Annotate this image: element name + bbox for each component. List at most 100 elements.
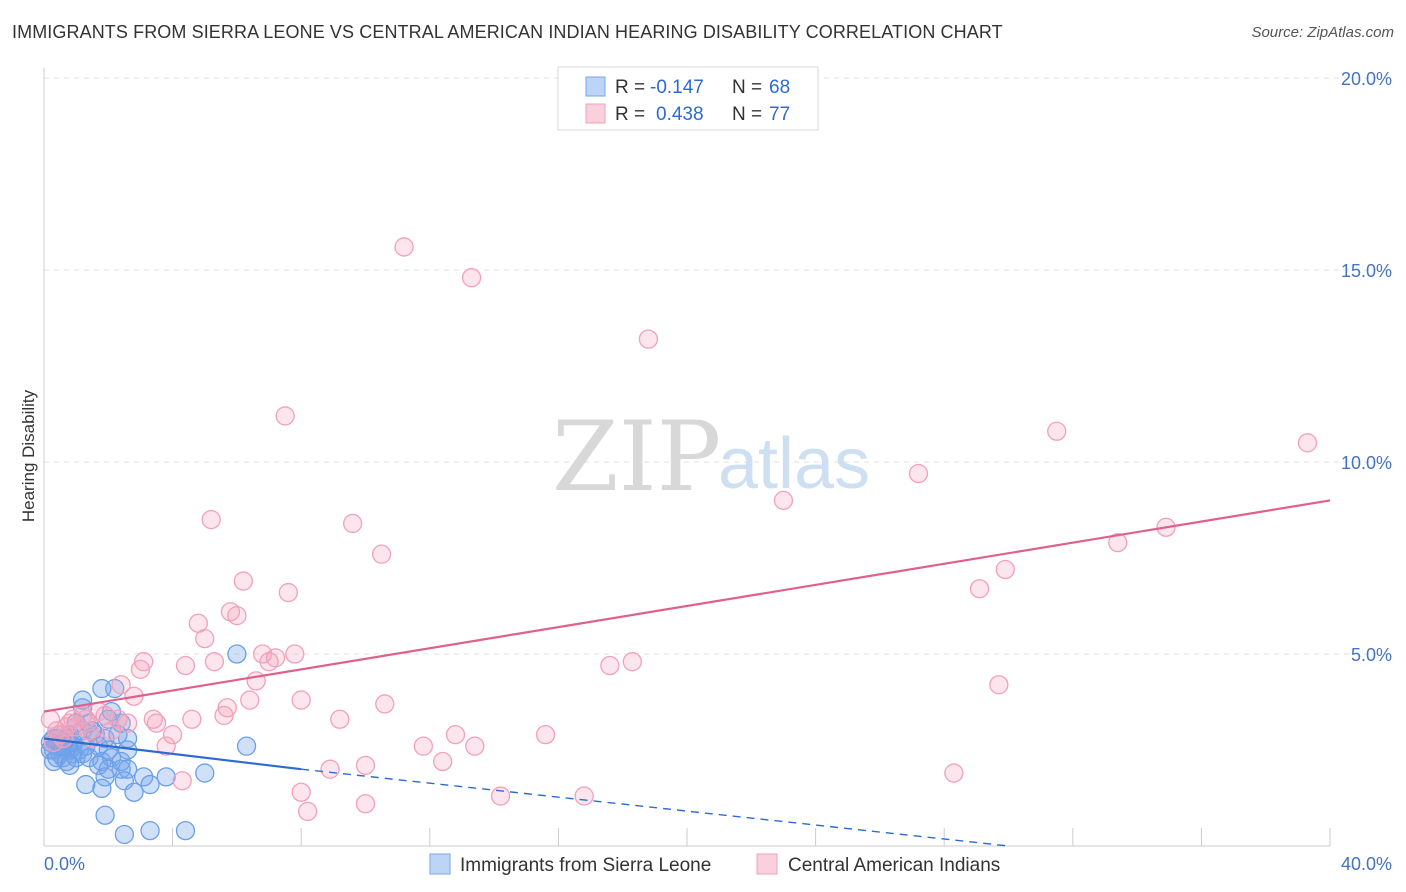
central-american-indian-point-24 (156, 736, 176, 756)
central-american-indian-trend-line (43, 499, 1331, 713)
central-american-indian-point-34 (217, 698, 237, 718)
central-american-indian-point-38 (240, 690, 260, 710)
series-legend: Immigrants from Sierra Leone Central Ame… (429, 853, 1000, 876)
tick-labels: 5.0% 10.0% 15.0% 20.0% 0.0% 40.0% (44, 69, 1392, 874)
central-american-indian-point-47 (291, 782, 311, 802)
sierra-leone-point-62 (227, 644, 247, 664)
sierra-leone-point-65 (114, 824, 135, 845)
central-american-indian-point-73 (995, 559, 1015, 580)
central-american-indian-point-15 (101, 721, 122, 741)
central-american-indian-point-23 (146, 713, 167, 733)
central-american-indian-point-71 (969, 579, 990, 599)
sierra-leone-point-66 (140, 820, 160, 841)
legend-n-value-2: 77 (769, 104, 790, 125)
central-american-indian-point-27 (175, 655, 196, 676)
central-american-indian-point-58 (433, 751, 453, 772)
watermark-zip: ZIP (552, 401, 721, 513)
legend-n-label-1: N = (732, 77, 762, 98)
sierra-leone-point-67 (175, 820, 196, 841)
central-american-indian-point-65 (600, 655, 620, 676)
central-american-indian-point-31 (201, 509, 221, 530)
data-points (40, 237, 1318, 845)
central-american-indian-point-16 (108, 709, 128, 729)
central-american-indian-point-77 (1297, 433, 1318, 453)
legend-swatch-blue (585, 76, 606, 97)
sierra-leone-point-57 (117, 759, 138, 779)
chart-title: IMMIGRANTS FROM SIERRA LEONE VS CENTRAL … (12, 22, 1003, 42)
central-american-indian-point-68 (773, 490, 794, 511)
central-american-indian-point-42 (265, 648, 286, 668)
central-american-indian-point-72 (989, 675, 1009, 695)
central-american-indian-point-36 (227, 605, 247, 626)
axes (43, 68, 1331, 847)
central-american-indian-point-21 (134, 652, 154, 672)
source-label: Source: ZipAtlas.com (1251, 24, 1394, 41)
central-american-indian-point-74 (1047, 421, 1067, 441)
central-american-indian-point-53 (355, 794, 376, 814)
central-american-indian-point-52 (355, 755, 376, 776)
legend: R = -0.147 N = 68 R = 0.438 N = 77 (557, 66, 819, 131)
central-american-indian-point-25 (162, 724, 183, 745)
sierra-leone-point-56 (111, 751, 131, 772)
sierra-leone-point-58 (134, 767, 154, 787)
sierra-leone-point-59 (140, 774, 160, 795)
x-tick-label-0: 0.0% (44, 854, 85, 874)
y-tick-label-1: 10.0% (1341, 453, 1392, 473)
legend-n-value-1: 68 (769, 77, 790, 98)
central-american-indian-point-17 (117, 713, 138, 733)
central-american-indian-point-26 (172, 771, 192, 791)
series-label-central-american-indians: Central American Indians (788, 855, 1000, 876)
central-american-indian-point-8 (43, 732, 64, 752)
central-american-indian-point-45 (285, 644, 305, 664)
sierra-leone-trend-line (43, 737, 302, 771)
central-american-indian-point-18 (111, 675, 131, 695)
central-american-indian-point-32 (204, 652, 225, 672)
central-american-indian-point-44 (278, 582, 298, 603)
legend-n-label-2: N = (732, 104, 762, 125)
series-swatch-sierra-leone (429, 853, 451, 875)
sierra-leone-trend-extension (301, 768, 1009, 847)
central-american-indian-point-28 (182, 709, 202, 729)
sierra-leone-point-22 (60, 755, 80, 776)
central-american-indian-point-51 (342, 513, 363, 534)
central-american-indian-point-62 (490, 786, 511, 806)
sierra-leone-point-64 (95, 805, 115, 825)
central-american-indian-point-59 (445, 724, 466, 745)
y-tick-label-2: 15.0% (1341, 261, 1392, 281)
watermark-atlas: atlas (718, 424, 870, 504)
y-axis-label: Hearing Disability (19, 389, 38, 522)
series-label-sierra-leone: Immigrants from Sierra Leone (460, 855, 711, 876)
central-american-indian-point-70 (944, 763, 964, 783)
central-american-indian-point-10 (56, 717, 77, 737)
y-tick-label-0: 5.0% (1351, 645, 1392, 665)
central-american-indian-point-63 (535, 724, 556, 745)
central-american-indian-point-54 (371, 544, 392, 564)
watermark: ZIP atlas (552, 401, 870, 513)
central-american-indian-point-39 (246, 671, 266, 691)
trend-lines (43, 499, 1331, 847)
sierra-leone-point-63 (236, 736, 257, 756)
sierra-leone-point-49 (89, 755, 109, 776)
sierra-leone-point-53 (92, 778, 112, 799)
legend-r-value-1: -0.147 (650, 77, 704, 98)
central-american-indian-point-30 (195, 628, 215, 649)
legend-r-label-1: R = (615, 77, 645, 98)
legend-r-label-2: R = (615, 104, 645, 125)
sierra-leone-point-61 (195, 763, 215, 783)
sierra-leone-point-60 (156, 767, 176, 787)
central-american-indian-point-61 (465, 736, 485, 756)
legend-r-value-2: 0.438 (656, 104, 704, 125)
series-swatch-central-american-indians (756, 853, 778, 875)
central-american-indian-point-57 (413, 736, 434, 756)
y-tick-label-3: 20.0% (1341, 69, 1392, 89)
central-american-indian-point-43 (275, 406, 295, 426)
central-american-indian-point-56 (394, 237, 414, 257)
central-american-indian-point-75 (1108, 532, 1128, 553)
central-american-indian-point-49 (320, 759, 340, 779)
central-american-indian-point-55 (375, 694, 395, 714)
central-american-indian-point-50 (330, 709, 350, 729)
central-american-indian-point-48 (297, 801, 318, 822)
central-american-indian-point-69 (908, 463, 929, 484)
x-tick-label-1: 40.0% (1341, 854, 1392, 874)
